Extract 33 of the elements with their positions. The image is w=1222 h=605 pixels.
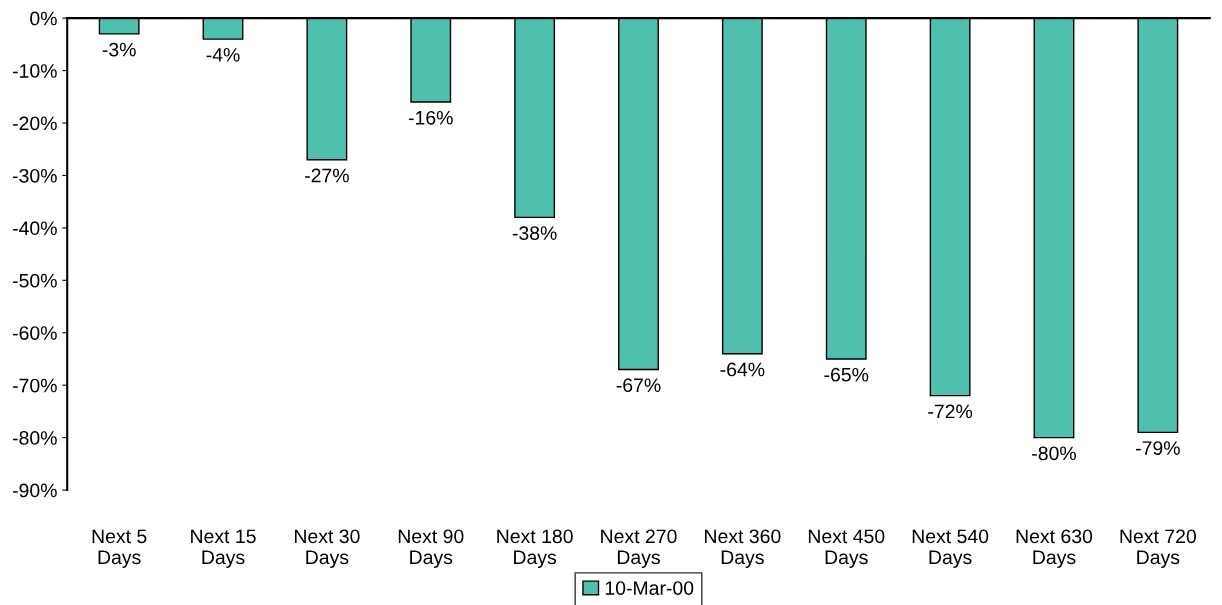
x-tick-label: Next 270 Days	[601, 529, 677, 569]
legend-label: 10-Mar-00	[605, 581, 694, 595]
y-tick-label: -80%	[12, 431, 57, 445]
x-tick-label: Next 30 Days	[294, 529, 360, 569]
data-label: -64%	[720, 362, 765, 377]
x-tick-label: Next 630 Days	[1016, 529, 1093, 569]
data-label: -79%	[1136, 441, 1180, 455]
x-tick-label: Next 450 Days	[808, 529, 885, 569]
y-tick-label: -10%	[12, 64, 57, 78]
x-tick-label: Next 360 Days	[705, 529, 781, 569]
data-label: -16%	[408, 110, 453, 125]
data-label: -38%	[512, 226, 557, 241]
y-tick-label: -60%	[12, 326, 57, 340]
data-label: -4%	[206, 48, 240, 62]
y-tick-label: -50%	[12, 273, 57, 288]
x-tick-label: Next 180 Days	[497, 529, 573, 569]
y-tick-label: -20%	[12, 116, 57, 131]
y-tick-label: -30%	[12, 168, 57, 183]
x-tick-label: Next 15 Days	[191, 529, 256, 569]
y-tick-label: -90%	[12, 483, 57, 498]
data-label: -65%	[824, 367, 869, 382]
x-tick-label: Next 90 Days	[398, 529, 464, 569]
x-tick-label: Next 540 Days	[912, 529, 989, 569]
x-tick-label: Next 5 Days	[92, 529, 147, 569]
data-label: -27%	[305, 168, 349, 183]
data-label: -67%	[616, 378, 661, 393]
y-tick-label: 0%	[30, 11, 57, 26]
x-tick-label: Next 720 Days	[1120, 529, 1196, 569]
y-tick-label: -40%	[12, 221, 57, 236]
data-label: -80%	[1032, 446, 1076, 461]
data-label: -3%	[102, 42, 136, 57]
y-tick-label: -70%	[12, 378, 57, 393]
data-label: -72%	[928, 404, 973, 419]
